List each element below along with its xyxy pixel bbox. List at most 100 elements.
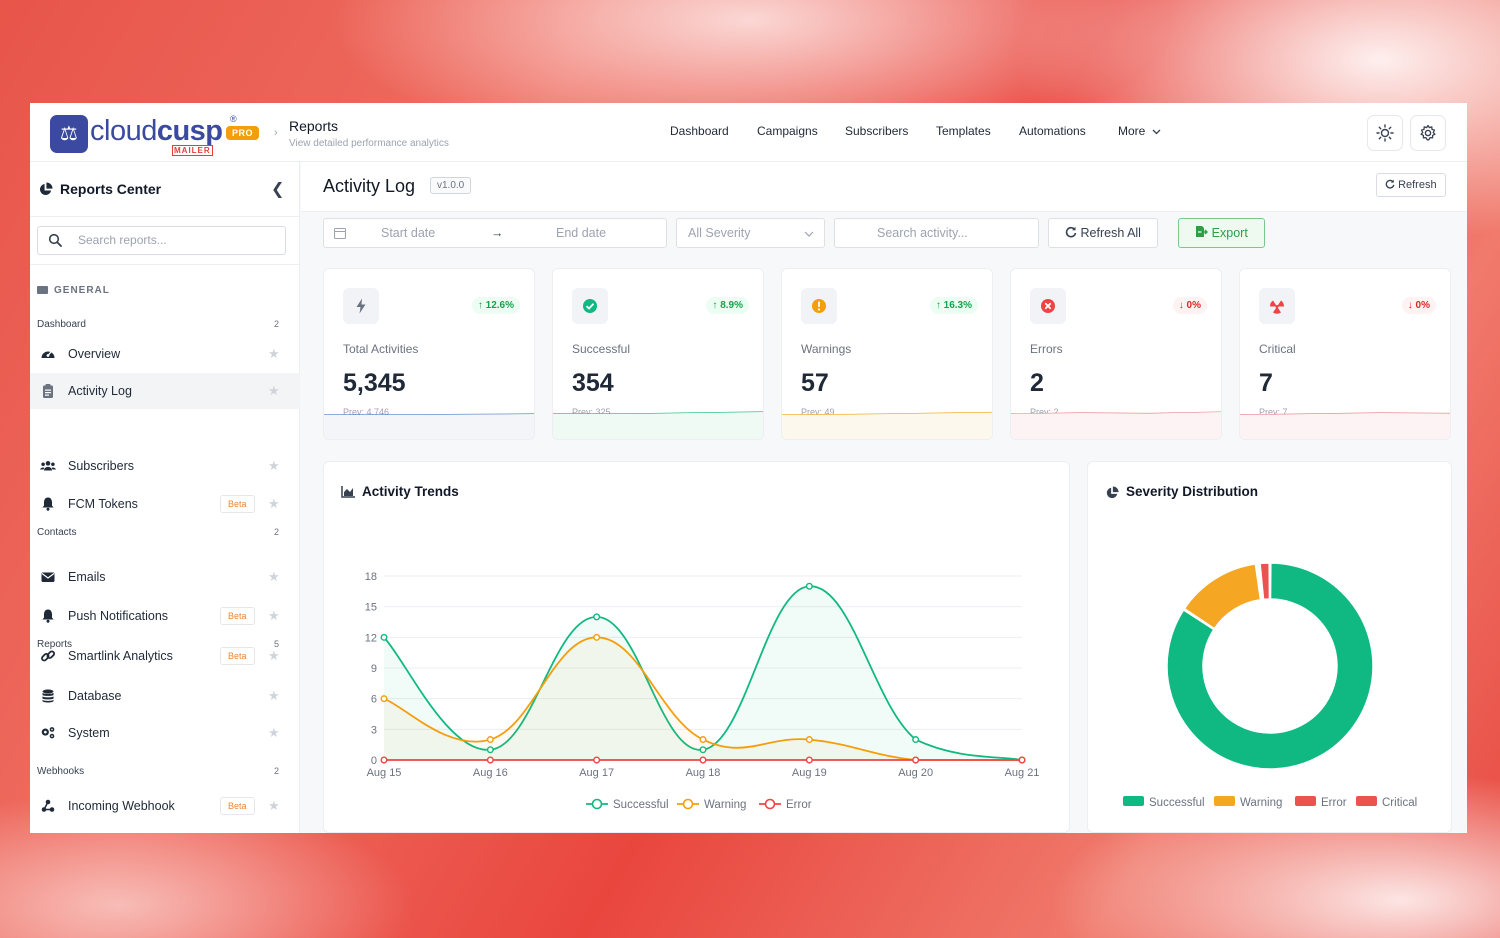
star-icon[interactable]: ★ xyxy=(268,569,280,584)
severity-distribution-panel: Severity Distribution Successful Warning E… xyxy=(1087,461,1452,833)
sidebar: Reports Center ❮ GENERAL Dashboard 2 Ove… xyxy=(30,162,300,833)
bolt-icon xyxy=(343,288,379,324)
x-tick-label: Aug 21 xyxy=(1005,767,1040,779)
y-tick-label: 6 xyxy=(371,694,377,706)
star-icon[interactable]: ★ xyxy=(268,725,280,740)
stat-prev: Prev: 49 xyxy=(801,407,835,417)
logo-mark-icon: ⚖ xyxy=(50,115,88,153)
star-icon[interactable]: ★ xyxy=(268,496,280,511)
group-dashboard: Dashboard xyxy=(37,319,86,330)
stat-prev: Prev: 4,746 xyxy=(343,407,390,417)
top-bar: ⚖ cloudcusp MAILER ® PRO › Reports View … xyxy=(30,103,1467,162)
severity-select[interactable]: All Severity xyxy=(676,218,825,248)
logo[interactable]: ⚖ cloudcusp MAILER ® xyxy=(50,112,237,156)
group-reports: Reports xyxy=(37,639,73,650)
sidebar-item-smartlink-analytics[interactable]: Smartlink Analytics Beta ★ xyxy=(30,638,300,674)
nav-campaigns[interactable]: Campaigns xyxy=(757,124,818,138)
y-tick-label: 0 xyxy=(371,755,377,767)
search-activity-input[interactable]: Search activity... xyxy=(834,218,1039,248)
sidebar-item-system[interactable]: System ★ xyxy=(30,715,300,751)
severity-donut-chart: Successful Warning Error Critical xyxy=(1123,562,1417,809)
bell-icon xyxy=(42,497,54,511)
exclamation-icon xyxy=(801,288,837,324)
sidebar-item-subscribers[interactable]: Subscribers ★ xyxy=(30,448,300,484)
star-icon[interactable]: ★ xyxy=(268,798,280,813)
sidebar-divider xyxy=(30,264,300,265)
search-reports-input[interactable] xyxy=(78,233,278,247)
stat-card-warnings[interactable]: ↑ 16.3% Warnings 57 Prev: 49 xyxy=(781,268,993,440)
legend-label: Error xyxy=(786,799,812,811)
stat-card-total[interactable]: ↑ 12.6% Total Activities 5,345 Prev: 4,7… xyxy=(323,268,535,440)
sidebar-item-activity-log[interactable]: Activity Log ★ xyxy=(30,373,300,409)
sparkline xyxy=(782,411,992,439)
data-point xyxy=(486,736,494,744)
breadcrumb-title[interactable]: Reports xyxy=(289,118,339,134)
nav-automations[interactable]: Automations xyxy=(1019,124,1086,138)
star-icon[interactable]: ★ xyxy=(268,458,280,473)
stat-value: 7 xyxy=(1259,369,1273,397)
group-dashboard-count: 2 xyxy=(274,319,280,329)
search-icon xyxy=(48,233,62,247)
chevron-down-icon xyxy=(1152,129,1161,135)
stat-prev: Prev: 7 xyxy=(1259,407,1288,417)
theme-toggle-button[interactable] xyxy=(1367,115,1403,151)
sidebar-item-fcm-tokens[interactable]: FCM Tokens Beta ★ xyxy=(30,486,300,522)
stat-card-successful[interactable]: ↑ 8.9% Successful 354 Prev: 325 xyxy=(552,268,764,440)
nav-more[interactable]: More xyxy=(1118,124,1161,138)
stat-card-errors[interactable]: ↓ 0% Errors 2 Prev: 2 xyxy=(1010,268,1222,440)
series-area xyxy=(384,586,1022,760)
data-point xyxy=(486,756,494,764)
nav-subscribers[interactable]: Subscribers xyxy=(845,124,909,138)
start-date-input[interactable]: Start date xyxy=(381,226,436,240)
stat-card-critical[interactable]: ↓ 0% Critical 7 Prev: 7 xyxy=(1239,268,1451,440)
page-title: Activity Log xyxy=(323,176,416,196)
logo-registered: ® xyxy=(230,114,237,124)
nav-dashboard[interactable]: Dashboard xyxy=(670,124,729,138)
sparkline xyxy=(553,411,763,439)
beta-badge: Beta xyxy=(220,797,255,815)
area-chart-icon xyxy=(341,486,355,498)
data-point xyxy=(805,756,813,764)
data-point xyxy=(593,633,601,641)
stat-value: 5,345 xyxy=(343,369,406,397)
star-icon[interactable]: ★ xyxy=(268,383,280,398)
sidebar-item-emails[interactable]: Emails ★ xyxy=(30,559,300,595)
date-range-picker[interactable]: Start date → End date xyxy=(323,218,667,248)
sidebar-title: Reports Center xyxy=(60,181,162,197)
legend-label: Error xyxy=(1321,797,1347,809)
sidebar-item-label: FCM Tokens xyxy=(68,497,138,511)
export-button[interactable]: Export xyxy=(1178,218,1265,248)
star-icon[interactable]: ★ xyxy=(268,346,280,361)
end-date-input[interactable]: End date xyxy=(556,226,607,240)
webhook-icon xyxy=(41,799,55,812)
star-icon[interactable]: ★ xyxy=(268,608,280,623)
sidebar-item-database[interactable]: Database ★ xyxy=(30,678,300,714)
nav-templates[interactable]: Templates xyxy=(936,124,991,138)
chevron-down-icon xyxy=(804,231,814,237)
sidebar-header: Reports Center ❮ xyxy=(30,162,300,217)
change-badge: ↑ 8.9% xyxy=(706,297,749,314)
sparkline xyxy=(1240,412,1450,439)
slice-warning xyxy=(1183,563,1262,630)
refresh-all-button[interactable]: Refresh All xyxy=(1048,218,1158,248)
sidebar-item-push-notifications[interactable]: Push Notifications Beta ★ xyxy=(30,598,300,634)
data-point xyxy=(912,736,920,744)
data-point xyxy=(699,746,707,754)
sidebar-item-label: System xyxy=(68,726,110,740)
bell-icon xyxy=(42,609,54,623)
data-point xyxy=(380,633,388,641)
data-point xyxy=(593,613,601,621)
sparkline xyxy=(1011,411,1221,439)
legend-marker xyxy=(764,798,776,810)
legend-swatch xyxy=(1123,796,1144,806)
data-point xyxy=(380,756,388,764)
data-point xyxy=(1018,756,1026,764)
star-icon[interactable]: ★ xyxy=(268,648,280,663)
sidebar-item-incoming-webhook[interactable]: Incoming Webhook Beta ★ xyxy=(30,788,300,824)
sidebar-item-overview[interactable]: Overview ★ xyxy=(30,336,300,372)
file-export-icon xyxy=(1196,226,1209,237)
star-icon[interactable]: ★ xyxy=(268,688,280,703)
refresh-button[interactable]: Refresh xyxy=(1376,173,1446,197)
collapse-sidebar-icon[interactable]: ❮ xyxy=(271,181,285,198)
settings-button[interactable] xyxy=(1410,115,1446,151)
